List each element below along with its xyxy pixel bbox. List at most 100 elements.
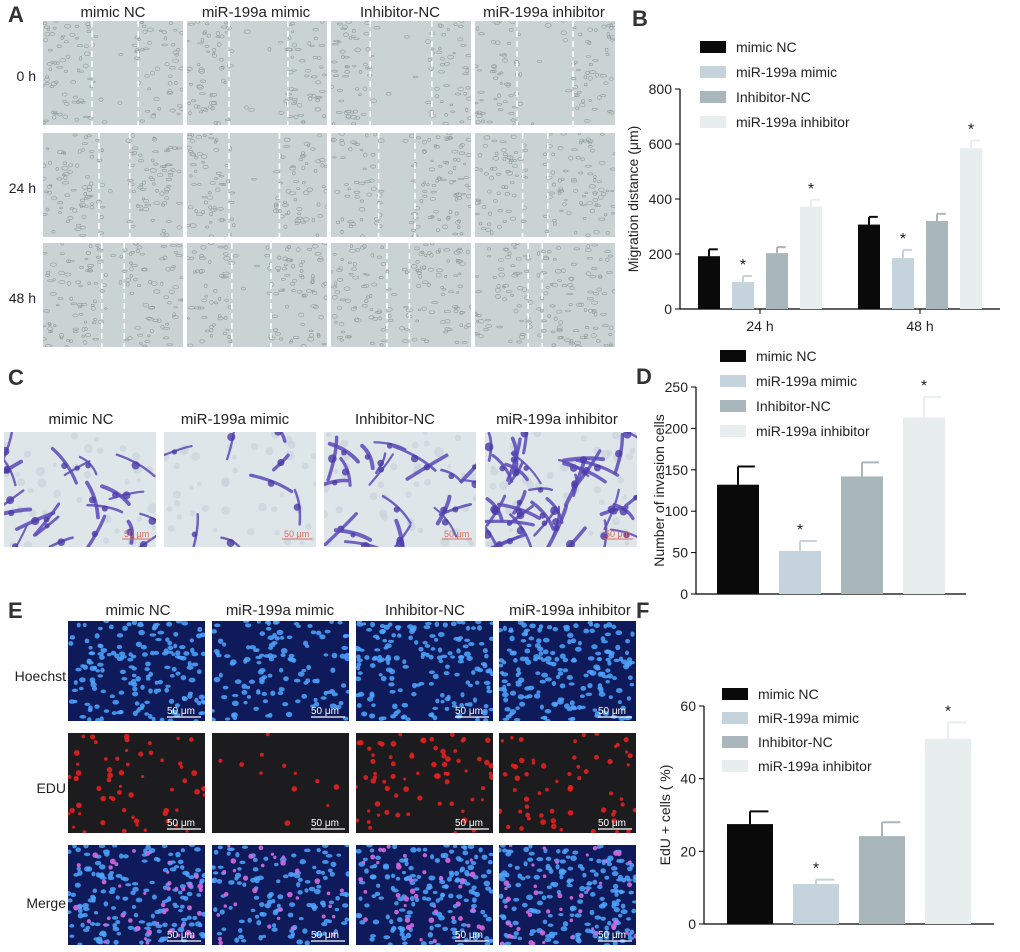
- scratch-micrograph: [475, 21, 615, 125]
- edu-micrograph: 50 μm: [212, 733, 349, 833]
- legend-label: mimic NC: [756, 348, 817, 364]
- significance-marker: *: [808, 181, 814, 198]
- panel-label-e: E: [8, 598, 23, 623]
- y-axis-label: Number of invasion cells: [651, 414, 667, 567]
- panel-a-row-label: 0 h: [16, 68, 36, 84]
- y-tick-label: 200: [665, 420, 689, 436]
- panel-e-col-title: miR-199a mimic: [225, 602, 335, 619]
- bar: [925, 738, 971, 924]
- scale-bar-label: 50 μm: [124, 529, 149, 539]
- legend-label: mimic NC: [736, 39, 797, 55]
- scale-bar-label: 50 μm: [455, 930, 483, 941]
- legend-swatch: [700, 66, 726, 78]
- panel-a-col-title: miR-199a mimic: [201, 4, 311, 21]
- hoechst-micrograph: 50 μm: [499, 621, 636, 721]
- bar: [727, 824, 773, 924]
- legend-label: miR-199a mimic: [756, 373, 857, 389]
- scale-bar-label: 50 μm: [167, 818, 195, 829]
- hoechst-micrograph: 50 μm: [356, 621, 493, 721]
- scale-bar-label: 50 μm: [455, 818, 483, 829]
- scratch-micrograph: [187, 243, 327, 347]
- panel-a-row-label: 24 h: [8, 180, 36, 196]
- panel-a-row-label: 48 h: [8, 290, 36, 306]
- y-tick-label: 150: [665, 462, 689, 478]
- panel-label-a: A: [8, 2, 24, 27]
- invasion-micrograph: 50 μm: [324, 432, 476, 547]
- panel-label-d: D: [636, 364, 652, 389]
- scale-bar-label: 50 μm: [311, 706, 339, 717]
- hoechst-micrograph: 50 μm: [212, 621, 349, 721]
- legend-swatch: [700, 91, 726, 103]
- scale-bar-label: 50 μm: [605, 529, 630, 539]
- bar: [698, 256, 720, 309]
- legend-label: miR-199a inhibitor: [756, 423, 870, 439]
- bar: [732, 282, 754, 309]
- invasion-micrograph: 50 μm: [164, 432, 316, 547]
- bar: [858, 224, 880, 309]
- panel-e-row-label: Hoechst: [14, 668, 66, 684]
- panel-c-col-title: Inhibitor-NC: [354, 411, 436, 428]
- legend-swatch: [722, 712, 748, 724]
- panel-label-c: C: [8, 365, 24, 390]
- merge-micrograph: 50 μm: [212, 845, 349, 945]
- y-tick-label: 100: [665, 503, 689, 519]
- bar: [960, 148, 982, 309]
- edu-micrograph: 50 μm: [68, 733, 205, 833]
- scale-bar-label: 50 μm: [167, 706, 195, 717]
- bar: [766, 253, 788, 309]
- legend-swatch: [722, 736, 748, 748]
- panel-e-col-title: mimic NC: [105, 602, 171, 619]
- chart-edu-cells: mimic NC miR-199a mimic Inhibitor-NC miR-19…: [657, 686, 994, 932]
- significance-marker: *: [740, 257, 746, 274]
- legend-label: miR-199a inhibitor: [736, 114, 850, 130]
- significance-marker: *: [813, 861, 819, 878]
- legend-label: Inhibitor-NC: [756, 398, 831, 414]
- hoechst-micrograph: 50 μm: [68, 621, 205, 721]
- x-tick-label: 48 h: [906, 318, 933, 334]
- panel-e-col-title: Inhibitor-NC: [384, 602, 466, 619]
- scratch-micrograph: [43, 243, 183, 347]
- panel-c-col-title: miR-199a inhibitor: [496, 411, 618, 428]
- scale-bar-label: 50 μm: [167, 930, 195, 941]
- legend-swatch: [720, 375, 746, 387]
- chart-invasion-cells: mimic NC miR-199a mimic Inhibitor-NC miR-19…: [651, 348, 966, 602]
- scratch-micrograph: [331, 243, 471, 347]
- bar: [779, 550, 821, 594]
- y-axis-label: Migration distance (μm): [625, 126, 641, 273]
- y-tick-label: 0: [680, 586, 688, 602]
- scale-bar-label: 50 μm: [455, 706, 483, 717]
- edu-micrograph: 50 μm: [499, 733, 636, 833]
- legend-label: Inhibitor-NC: [758, 734, 833, 750]
- significance-marker: *: [921, 378, 927, 395]
- legend-swatch: [720, 350, 746, 362]
- bar: [926, 221, 948, 309]
- y-tick-label: 200: [649, 246, 673, 262]
- legend-swatch: [700, 41, 726, 53]
- legend-label: mimic NC: [758, 686, 819, 702]
- chart-migration-distance: mimic NC miR-199a mimic Inhibitor-NC miR-19…: [625, 39, 1000, 334]
- scratch-micrograph: [331, 133, 471, 237]
- y-tick-label: 50: [672, 545, 688, 561]
- legend-swatch: [722, 760, 748, 772]
- scale-bar-label: 50 μm: [284, 529, 309, 539]
- scale-bar-label: 50 μm: [598, 930, 626, 941]
- panel-a-col-title: mimic NC: [80, 4, 146, 21]
- panel-a-col-title: Inhibitor-NC: [359, 4, 441, 21]
- legend-swatch: [722, 688, 748, 700]
- bar: [903, 417, 945, 594]
- panel-a-col-title: miR-199a inhibitor: [483, 4, 605, 21]
- scale-bar-label: 50 μm: [311, 930, 339, 941]
- bar: [841, 476, 883, 594]
- y-tick-label: 60: [680, 698, 696, 714]
- y-tick-label: 0: [664, 301, 672, 317]
- scratch-micrograph: [43, 21, 183, 125]
- significance-marker: *: [968, 121, 974, 138]
- legend-label: miR-199a mimic: [758, 710, 859, 726]
- panel-e-col-title: miR-199a inhibitor: [509, 602, 631, 619]
- significance-marker: *: [945, 703, 951, 720]
- scratch-micrograph: [187, 21, 327, 125]
- merge-micrograph: 50 μm: [68, 845, 205, 945]
- bar: [717, 484, 759, 594]
- bar: [800, 206, 822, 309]
- scratch-micrograph: [187, 133, 327, 237]
